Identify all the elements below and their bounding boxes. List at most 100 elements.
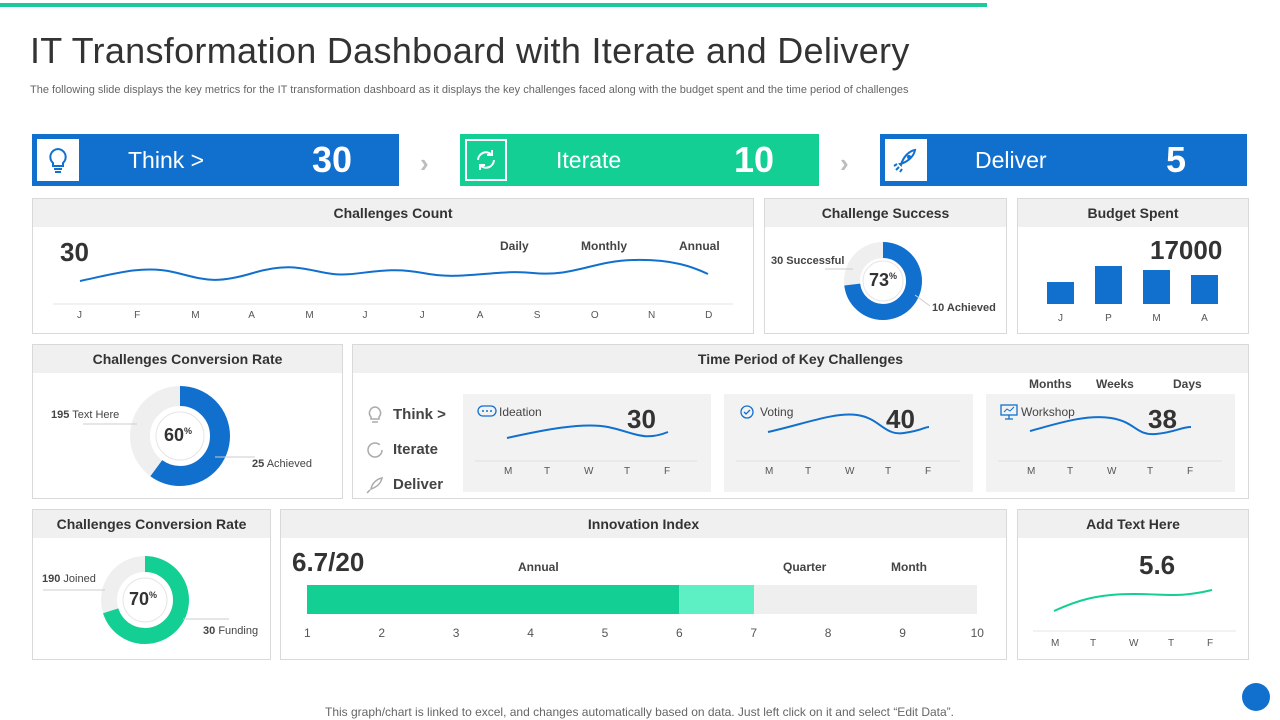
month-tick-label: F: [134, 310, 141, 321]
day-tick-label: M: [765, 466, 774, 477]
tab-months[interactable]: Months: [1029, 377, 1072, 391]
stage-iterate[interactable]: Iterate 10: [460, 134, 819, 186]
stage-deliver-value: 5: [1166, 139, 1187, 180]
conversion-rate-panel-1: Challenges Conversion Rate 60% 195 Text …: [32, 344, 343, 499]
page-subtitle: The following slide displays the key met…: [30, 84, 909, 96]
challenge-success-title: Challenge Success: [765, 199, 1006, 227]
budget-spent-value: 17000: [1150, 235, 1223, 265]
challenges-count-panel: Challenges Count 30 Daily Monthly Annual…: [32, 198, 754, 334]
innovation-progress-primary: [307, 585, 680, 614]
month-tick-label: J: [77, 310, 82, 321]
scale-tick-label: 3: [452, 626, 460, 640]
ideation-label: Ideation: [499, 405, 542, 419]
day-tick-label: W: [1107, 466, 1117, 477]
month-tick-label: D: [705, 310, 713, 321]
rocket-icon: [885, 139, 927, 181]
budget-tick-label: M: [1152, 313, 1160, 324]
month-tick-label: A: [248, 310, 255, 321]
scale-tick-label: 5: [601, 626, 609, 640]
challenge-success-panel: Challenge Success 73% 30 Successful 10 A…: [764, 198, 1007, 334]
challenge-success-percent: 73%: [869, 270, 898, 290]
chevron-right-icon: ›: [840, 148, 849, 178]
month-tick-label: J: [419, 310, 425, 321]
scale-tick-label: 6: [676, 626, 683, 640]
stage-iterate-label: Iterate: [556, 146, 622, 173]
stage-deliver[interactable]: Deliver 5: [880, 134, 1247, 186]
stage-think[interactable]: Think > 30: [32, 134, 399, 186]
lightbulb-icon: [37, 139, 79, 181]
add-text-line-chart: [1033, 589, 1236, 632]
voting-label: Voting: [760, 405, 794, 419]
scale-tick-label: 10: [970, 626, 984, 640]
month-tick-label: J: [362, 310, 368, 321]
innovation-index-value: 6.7/20: [292, 547, 365, 577]
budget-bar: [1095, 266, 1122, 304]
challenges-count-value: 30: [60, 237, 89, 267]
innovation-index-panel: Innovation Index 6.7/20 Annual Quarter M…: [280, 509, 1007, 660]
month-tick-label: N: [648, 310, 656, 321]
scale-tick-label: 4: [527, 626, 534, 640]
challenge-success-donut: [825, 242, 931, 320]
lightbulb-icon: [368, 405, 382, 423]
day-tick-label: F: [1207, 638, 1214, 649]
day-tick-label: T: [544, 466, 551, 477]
day-tick-label: W: [845, 466, 855, 477]
conversion-rate-2-donut: [43, 556, 229, 644]
challenges-count-title: Challenges Count: [33, 199, 753, 227]
tab-days[interactable]: Days: [1173, 377, 1202, 391]
tab-annual[interactable]: Annual: [679, 239, 720, 253]
voting-line-chart: [736, 413, 960, 462]
tab-annual[interactable]: Annual: [518, 560, 559, 574]
legend-iterate[interactable]: Iterate: [365, 432, 446, 467]
stage-iterate-value: 10: [734, 139, 775, 180]
challenges-count-line-chart: [53, 258, 733, 305]
tab-month[interactable]: Month: [891, 560, 927, 574]
scale-tick-label: 9: [899, 626, 906, 640]
conversion-rate-panel-2: Challenges Conversion Rate 70% 190 Joine…: [32, 509, 271, 660]
rocket-icon: [366, 476, 383, 494]
day-tick-label: T: [1067, 466, 1074, 477]
top-accent-bar: [0, 3, 987, 7]
budget-tick-label: J: [1058, 313, 1063, 324]
refresh-icon: [465, 139, 507, 181]
tab-monthly[interactable]: Monthly: [581, 239, 627, 253]
conversion-rate-1-percent: 60%: [164, 425, 193, 445]
tab-quarter[interactable]: Quarter: [783, 560, 827, 574]
budget-tick-label: P: [1105, 313, 1112, 324]
legend-deliver[interactable]: Deliver: [365, 467, 446, 502]
legend-think[interactable]: Think >: [365, 397, 446, 432]
ideation-line-chart: [475, 424, 697, 462]
workshop-card[interactable]: Workshop 38 M T W T F: [986, 394, 1235, 492]
month-tick-label: S: [533, 310, 541, 321]
add-text-panel: Add Text Here 5.6 M T W T F: [1017, 509, 1249, 660]
conversion-rate-1-donut: [83, 386, 255, 486]
day-tick-label: F: [664, 466, 671, 477]
budget-bar: [1191, 275, 1218, 304]
day-tick-label: F: [1187, 466, 1194, 477]
chat-bubble-icon: [477, 405, 497, 417]
tab-daily[interactable]: Daily: [500, 239, 529, 253]
ideation-card[interactable]: Ideation 30 M T W T F: [463, 394, 711, 492]
day-tick-label: T: [1168, 638, 1175, 649]
day-tick-label: W: [1129, 638, 1139, 649]
time-period-panel: Time Period of Key Challenges Think > It…: [352, 344, 1249, 499]
add-text-value: 5.6: [1139, 550, 1176, 580]
day-tick-label: T: [1147, 466, 1154, 477]
workshop-value: 38: [1148, 404, 1177, 434]
innovation-index-title: Innovation Index: [281, 510, 1006, 538]
day-tick-label: F: [925, 466, 932, 477]
ideation-value: 30: [627, 404, 656, 434]
day-tick-label: W: [584, 466, 594, 477]
budget-bar: [1143, 270, 1170, 304]
budget-tick-label: A: [1201, 313, 1208, 324]
tab-weeks[interactable]: Weeks: [1096, 377, 1134, 391]
challenge-success-left-label: 30 Successful: [771, 255, 845, 267]
stage-deliver-label: Deliver: [975, 146, 1047, 173]
footer-note: This graph/chart is linked to excel, and…: [325, 705, 954, 719]
time-period-legend: Think > Iterate Deliver: [365, 397, 446, 502]
time-period-title: Time Period of Key Challenges: [353, 345, 1248, 373]
scale-tick-label: 1: [304, 626, 311, 640]
voting-card[interactable]: Voting 40 M T W T F: [724, 394, 973, 492]
day-tick-label: M: [1027, 466, 1036, 477]
